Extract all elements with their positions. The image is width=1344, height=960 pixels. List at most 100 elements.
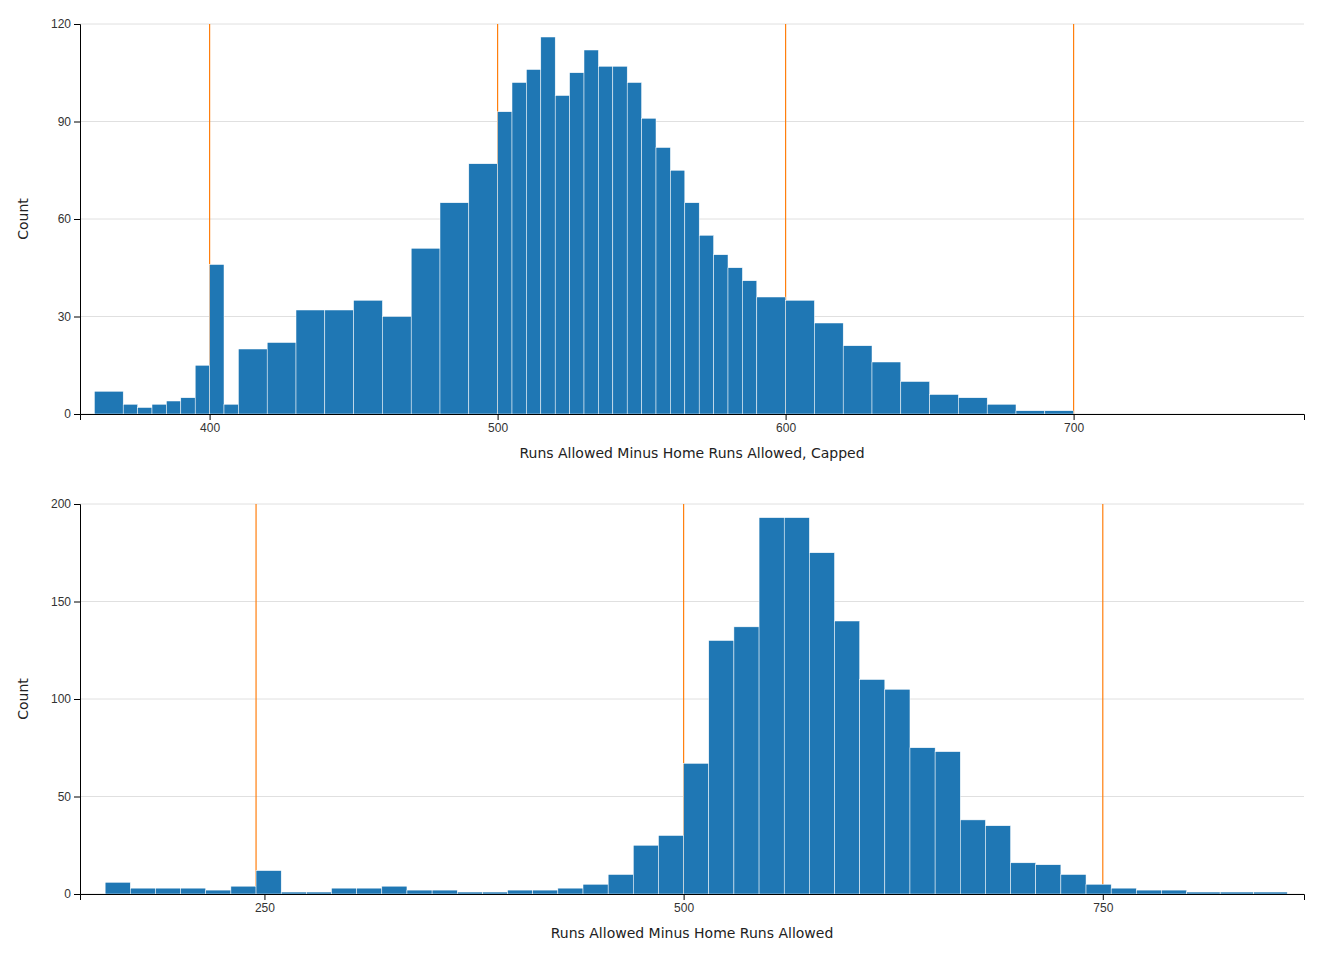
tick-label: 120 [51,17,71,31]
grid-line [80,699,1304,700]
reference-line [1073,24,1074,414]
tick: 0 [64,887,80,901]
bar [296,310,325,414]
bar [1160,414,1189,415]
bar [382,886,407,894]
plot-area [105,504,1287,894]
bar [901,382,930,415]
bar [935,752,960,894]
tick-label: 90 [58,115,72,129]
bar [533,890,558,894]
bar [843,346,872,414]
tick-label: 250 [255,901,275,915]
bar [1011,863,1036,894]
reference-line [1102,504,1103,894]
tick-label: 600 [776,421,796,435]
bar [684,763,709,894]
bar [267,343,296,415]
bar [608,875,633,895]
bar [642,118,656,414]
x-axis: 250 500 750 [81,894,1305,915]
tick-mark [74,24,80,25]
bar [658,836,683,895]
tick: 30 [58,310,80,324]
bar [1036,865,1061,894]
bar [835,621,860,894]
tick-label: 200 [51,497,71,511]
tick: 750 [1093,894,1113,915]
bar [584,50,598,414]
reference-lines [256,504,1103,894]
tick-mark [74,317,80,318]
x-axis-title: Runs Allowed Minus Home Runs Allowed [551,925,834,941]
bar [784,518,809,894]
tick: 90 [58,115,80,129]
tick: 50 [58,790,80,804]
axis-line [74,25,81,415]
tick-mark [1103,894,1104,900]
bar [709,641,734,895]
bar [256,871,281,894]
bar [155,888,180,894]
bar [1254,892,1288,894]
bar [728,268,742,414]
bar [541,37,555,414]
bar [742,281,756,414]
bar [633,845,658,894]
bar [508,890,533,894]
bar [814,323,843,414]
tick-mark [498,414,499,420]
bars [105,518,1287,894]
tick-mark [684,894,685,900]
tick: 500 [674,894,694,915]
bar [1074,414,1103,415]
bar [613,66,627,414]
y-axis-title: Count [15,198,31,240]
tick-label: 30 [58,310,72,324]
tick: 150 [51,595,80,609]
tick-label: 750 [1093,901,1113,915]
bar [152,404,166,414]
bar [354,300,383,414]
tick: 250 [255,894,275,915]
tick-label: 700 [1064,421,1084,435]
tick-label: 500 [488,421,508,435]
bar [985,826,1010,894]
tick: 0 [64,407,80,421]
reference-lines [210,24,1074,414]
bar [570,73,584,414]
bar [482,892,507,894]
bar [759,518,784,894]
bar [1246,414,1275,415]
bar [306,892,331,894]
tick-mark [74,602,80,603]
tick: 400 [200,414,220,435]
bar [809,553,834,894]
axis-line [81,895,1305,901]
bar [231,886,256,894]
bar [1086,884,1111,894]
bar [407,890,432,894]
tick: 500 [488,414,508,435]
bar [734,627,759,894]
bar [1218,414,1247,415]
bar [656,148,670,415]
tick-mark [1074,414,1075,420]
tick: 100 [51,692,80,706]
plot-area [94,24,1073,414]
bar [1131,414,1160,415]
y-axis: 0 50 100 150 200 [51,497,81,901]
bar [627,83,641,415]
bar [786,300,815,414]
bar [512,83,526,415]
tick-label: 400 [200,421,220,435]
bar [1187,892,1221,894]
bars [94,37,1073,414]
bar [1016,411,1045,414]
reference-line [255,504,256,894]
tick-mark [74,414,80,415]
tick-label: 50 [58,790,72,804]
bar [206,890,231,894]
bar [714,255,728,414]
panel: 4005006007000306090120Runs Allowed Minus… [15,17,1305,461]
